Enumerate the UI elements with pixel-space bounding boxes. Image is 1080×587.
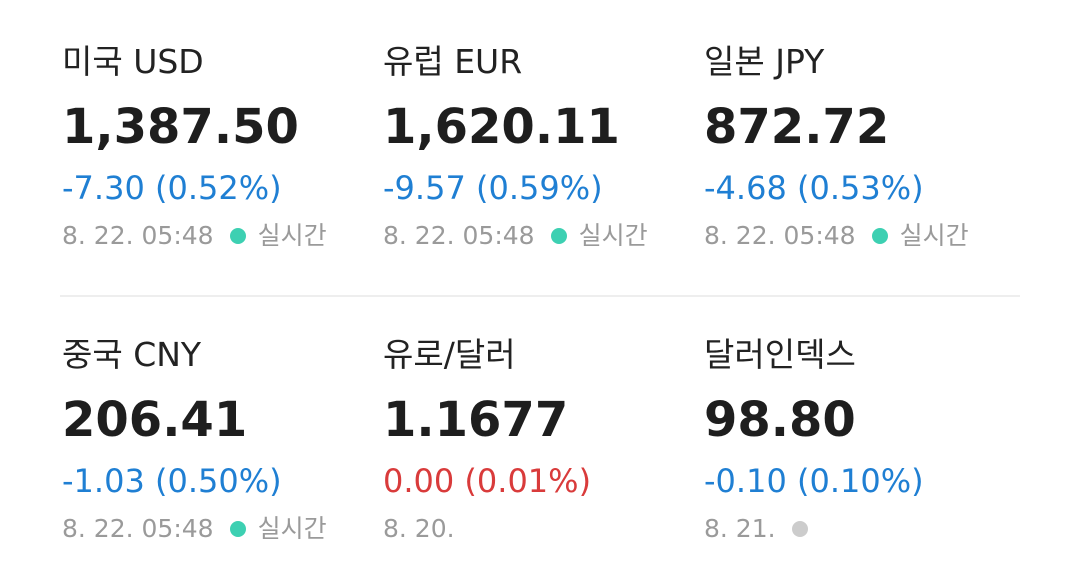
rate-price: 1,620.11: [383, 99, 620, 155]
rate-item[interactable]: 유럽 EUR 1,620.11 -9.57 (0.59%) 8. 22. 05:48 실…: [383, 40, 683, 256]
rate-item[interactable]: 일본 JPY 872.72 -4.68 (0.53%) 8. 22. 05:48 실시간: [704, 40, 1004, 256]
rate-meta: 8. 22. 05:48 실시간: [62, 216, 362, 256]
rate-change: 0.00 (0.01%): [383, 462, 592, 500]
currency-name: 미국 USD: [62, 42, 204, 81]
status-label: 실시간: [257, 221, 327, 250]
status-dot: [229, 521, 246, 537]
rate-date: 8. 22. 05:48: [383, 221, 535, 250]
rate-meta: 8. 20.: [383, 509, 683, 549]
rate-date: 8. 22. 05:48: [704, 221, 856, 250]
rate-date: 8. 22. 05:48: [62, 221, 214, 250]
rate-item[interactable]: 중국 CNY 206.41 -1.03 (0.50%) 8. 22. 05:48 실시간: [62, 333, 362, 549]
status-dot: [871, 228, 888, 244]
rate-meta: 8. 22. 05:48 실시간: [383, 216, 683, 256]
rate-price: 1,387.50: [62, 99, 299, 155]
rate-meta: 8. 22. 05:48 실시간: [704, 216, 1004, 256]
currency-name: 달러인덱스: [704, 335, 856, 374]
status-label: 실시간: [257, 514, 327, 543]
currency-name: 유로/달러: [383, 335, 516, 374]
currency-name: 유럽 EUR: [383, 42, 523, 81]
rate-price: 1.1677: [383, 392, 569, 448]
status-label: 실시간: [578, 221, 648, 250]
rate-item[interactable]: 미국 USD 1,387.50 -7.30 (0.52%) 8. 22. 05:48 실…: [62, 40, 362, 256]
rate-meta: 8. 22. 05:48 실시간: [62, 509, 362, 549]
rate-meta: 8. 21.: [704, 509, 1004, 549]
rate-change: -7.30 (0.52%): [62, 169, 282, 207]
rate-change: -0.10 (0.10%): [704, 462, 924, 500]
currency-name: 일본 JPY: [704, 42, 825, 81]
rate-price: 206.41: [62, 392, 248, 448]
rate-date: 8. 20.: [383, 514, 455, 543]
rate-date: 8. 21.: [704, 514, 776, 543]
rate-change: -4.68 (0.53%): [704, 169, 924, 207]
currency-name: 중국 CNY: [62, 335, 202, 374]
status-dot: [229, 228, 246, 244]
divider: [60, 295, 1020, 297]
status-dot: [791, 521, 808, 537]
rate-change: -1.03 (0.50%): [62, 462, 282, 500]
rate-price: 872.72: [704, 99, 890, 155]
rate-change: -9.57 (0.59%): [383, 169, 603, 207]
status-label: 실시간: [899, 221, 969, 250]
status-dot: [550, 228, 567, 244]
rate-price: 98.80: [704, 392, 856, 448]
rate-item[interactable]: 달러인덱스 98.80 -0.10 (0.10%) 8. 21.: [704, 333, 1004, 549]
rate-item[interactable]: 유로/달러 1.1677 0.00 (0.01%) 8. 20.: [383, 333, 683, 549]
rate-date: 8. 22. 05:48: [62, 514, 214, 543]
